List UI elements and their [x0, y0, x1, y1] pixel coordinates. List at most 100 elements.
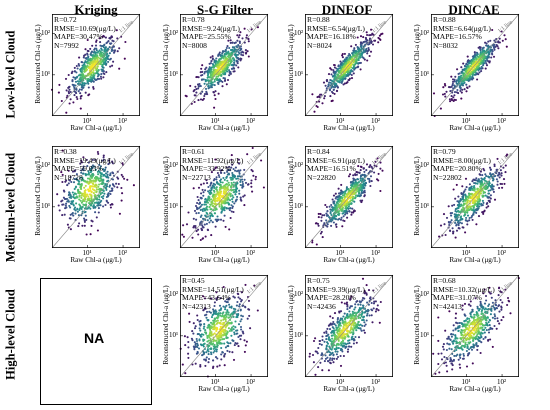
scatter-point: [477, 200, 480, 203]
scatter-point: [235, 316, 238, 319]
scatter-point: [366, 33, 369, 37]
scatter-point: [449, 221, 452, 224]
scatter-point: [74, 206, 77, 209]
scatter-point: [102, 52, 105, 55]
scatter-point: [492, 185, 495, 188]
scatter-point: [192, 217, 195, 220]
scatter-point: [350, 185, 353, 188]
scatter-point: [108, 162, 111, 165]
scatter-point: [241, 178, 244, 181]
scatter-point: [202, 309, 205, 312]
scatter-point: [216, 357, 219, 360]
scatter-point: [476, 51, 479, 54]
scatter-point: [341, 63, 344, 66]
scatter-point: [369, 175, 373, 178]
scatter-point: [74, 219, 77, 222]
stat-mape: MAPE=16.57%: [433, 32, 482, 42]
scatter-point: [190, 337, 193, 340]
scatter-point: [363, 173, 366, 176]
scatter-point: [464, 231, 467, 234]
scatter-point: [459, 197, 462, 201]
scatter-point: [236, 329, 239, 332]
scatter-point: [204, 358, 207, 361]
scatter-point: [364, 36, 367, 39]
scatter-point: [83, 192, 86, 195]
scatter-point: [339, 63, 342, 66]
scatter-point: [206, 348, 209, 351]
scatter-point: [207, 68, 210, 71]
scatter-point: [482, 201, 485, 204]
scatter-point: [246, 50, 249, 53]
scatter-point: [337, 80, 340, 83]
scatter-point: [213, 73, 216, 76]
scatter-point: [223, 342, 226, 345]
scatter-point: [368, 34, 371, 37]
x-tick-label: 10¹: [82, 249, 92, 257]
scatter-point: [460, 222, 463, 225]
scatter-point: [202, 345, 205, 348]
scatter-point: [492, 55, 496, 58]
scatter-point: [337, 65, 340, 68]
scatter-point: [362, 167, 365, 170]
scatter-point: [213, 94, 216, 97]
scatter-point: [219, 181, 222, 184]
scatter-point: [222, 70, 225, 73]
scatter-point: [228, 69, 231, 72]
scatter-point: [206, 74, 209, 77]
scatter-point: [198, 327, 201, 330]
scatter-point: [226, 309, 229, 312]
scatter-point: [111, 187, 114, 190]
scatter-point: [210, 200, 213, 203]
scatter-point: [94, 44, 98, 47]
scatter-point: [247, 38, 250, 41]
scatter-point: [196, 195, 199, 199]
scatter-point: [213, 202, 216, 205]
one-to-one-line: [430, 13, 520, 117]
scatter-point: [360, 166, 363, 169]
scatter-point: [487, 54, 490, 57]
scatter-point: [85, 218, 88, 221]
scatter-plot-medium-level-cloud-s-g-filter: [179, 145, 269, 249]
scatter-point: [216, 61, 219, 64]
scatter-point: [341, 225, 344, 228]
scatter-point: [226, 349, 229, 352]
scatter-point: [71, 201, 74, 204]
scatter-point: [360, 184, 363, 187]
scatter-point: [369, 296, 372, 299]
scatter-point: [83, 217, 86, 220]
scatter-point: [95, 186, 98, 189]
scatter-point: [68, 192, 71, 195]
scatter-point: [216, 199, 219, 202]
scatter-point: [242, 51, 245, 54]
scatter-point: [210, 187, 213, 190]
scatter-point: [123, 177, 126, 180]
scatter-point: [195, 76, 198, 79]
scatter-point: [469, 193, 472, 196]
scatter-point: [62, 189, 65, 192]
scatter-point: [465, 186, 468, 189]
scatter-point: [358, 53, 361, 56]
scatter-point: [444, 95, 447, 98]
scatter-point: [217, 54, 220, 57]
scatter-point: [57, 204, 60, 207]
scatter-point: [217, 92, 220, 95]
scatter-point: [97, 211, 100, 214]
scatter-point: [89, 189, 92, 192]
scatter-point: [469, 72, 472, 75]
scatter-point: [209, 56, 212, 59]
x-tick-label: 10¹: [210, 378, 220, 386]
scatter-point: [89, 168, 92, 171]
scatter-point: [473, 67, 476, 70]
scatter-point: [209, 184, 212, 187]
scatter-point: [92, 69, 95, 72]
scatter-point: [224, 67, 227, 70]
scatter-point: [90, 51, 93, 54]
scatter-point: [365, 31, 368, 34]
scatter-point: [87, 161, 90, 164]
scatter-point: [451, 204, 454, 207]
scatter-point: [103, 72, 106, 76]
y-tick-label: 10¹: [420, 69, 430, 78]
scatter-point: [234, 54, 237, 57]
scatter-point: [110, 42, 113, 45]
scatter-point: [96, 65, 99, 68]
